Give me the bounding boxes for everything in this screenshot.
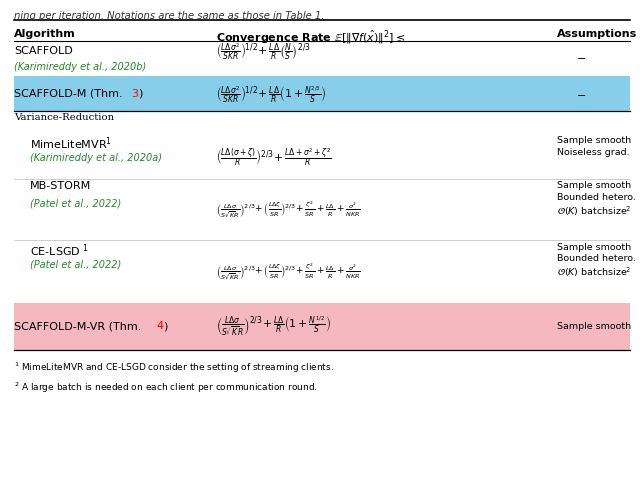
Text: Noiseless grad.: Noiseless grad. [557,148,629,157]
Text: $\left(\frac{L\Delta\sigma^2}{SKR}\right)^{1/2}\!+\frac{L\Delta}{R}\left(\frac{N: $\left(\frac{L\Delta\sigma^2}{SKR}\right… [216,42,311,61]
Text: MB-STORM: MB-STORM [30,181,92,191]
Text: Sample smooth: Sample smooth [557,181,631,190]
Text: Bounded hetero.: Bounded hetero. [557,193,636,201]
Text: $-$: $-$ [576,52,586,62]
Text: Sample smooth: Sample smooth [557,136,631,145]
FancyBboxPatch shape [14,303,630,350]
Text: SCAFFOLD-M (Thm.: SCAFFOLD-M (Thm. [14,89,126,98]
Text: $\left(\frac{L\Delta\sigma^2}{SKR}\right)^{1/2}\!+\frac{L\Delta}{R}\left(1+\frac: $\left(\frac{L\Delta\sigma^2}{SKR}\right… [216,84,327,103]
Text: Algorithm: Algorithm [14,29,76,39]
Text: SCAFFOLD-M (Thm.: SCAFFOLD-M (Thm. [14,89,126,98]
Text: ): ) [138,89,143,98]
Text: ): ) [163,321,168,331]
Text: $^2$ A large batch is needed on each client per communication round.: $^2$ A large batch is needed on each cli… [14,380,317,394]
Text: $^1$ MimeLiteMVR and CE-LSGD consider the setting of streaming clients.: $^1$ MimeLiteMVR and CE-LSGD consider th… [14,361,334,375]
Text: $\left(\frac{L\Delta\sigma}{S\sqrt{K}R}\right)^{2/3}\!+\left(\frac{L\Delta\zeta}: $\left(\frac{L\Delta\sigma}{S\sqrt{K}R}\… [216,199,361,220]
Text: Assumptions: Assumptions [557,29,637,39]
Text: ning per iteration. Notations are the same as those in Table 1.: ning per iteration. Notations are the sa… [14,11,324,21]
Text: $\mathcal{O}(K)$ batchsize$^2$: $\mathcal{O}(K)$ batchsize$^2$ [557,266,631,279]
Text: (Karimireddy et al., 2020b): (Karimireddy et al., 2020b) [14,62,147,72]
Text: Sample smooth: Sample smooth [557,322,631,331]
FancyBboxPatch shape [14,76,630,111]
Text: $\left(\frac{L\Delta(\sigma+\zeta)}{R}\right)^{2/3}\!+\frac{L\Delta+\sigma^2+\ze: $\left(\frac{L\Delta(\sigma+\zeta)}{R}\r… [216,146,332,168]
Text: Variance-Reduction: Variance-Reduction [14,113,114,122]
Text: Convergence Rate $\mathbb{E}[\|\nabla f(\hat{x})\|^2] \lesssim$: Convergence Rate $\mathbb{E}[\|\nabla f(… [216,29,406,48]
Text: Bounded hetero.: Bounded hetero. [557,254,636,263]
Text: SCAFFOLD-M-VR (Thm.: SCAFFOLD-M-VR (Thm. [14,321,145,331]
Text: (Patel et al., 2022): (Patel et al., 2022) [30,260,122,270]
Text: CE-LSGD $^1$: CE-LSGD $^1$ [30,243,89,259]
Text: $\mathcal{O}(K)$ batchsize$^2$: $\mathcal{O}(K)$ batchsize$^2$ [557,204,631,218]
Text: 3: 3 [131,89,138,98]
Text: $\left(\frac{L\Delta\sigma}{S\sqrt{K}R}\right)^{2/3}\!+\frac{L\Delta}{R}\left(1+: $\left(\frac{L\Delta\sigma}{S\sqrt{K}R}\… [216,315,331,338]
Text: MimeLiteMVR$^1$: MimeLiteMVR$^1$ [30,136,112,152]
Text: Sample smooth: Sample smooth [557,243,631,251]
Text: SCAFFOLD: SCAFFOLD [14,46,73,55]
Text: $\left(\frac{L\Delta\sigma}{S\sqrt{K}R}\right)^{2/3}\!+\left(\frac{L\Delta\zeta}: $\left(\frac{L\Delta\sigma}{S\sqrt{K}R}\… [216,261,361,282]
Text: (Karimireddy et al., 2020a): (Karimireddy et al., 2020a) [30,153,162,163]
Text: 4: 4 [156,321,163,331]
Text: $-$: $-$ [576,89,586,98]
Text: (Patel et al., 2022): (Patel et al., 2022) [30,198,122,208]
